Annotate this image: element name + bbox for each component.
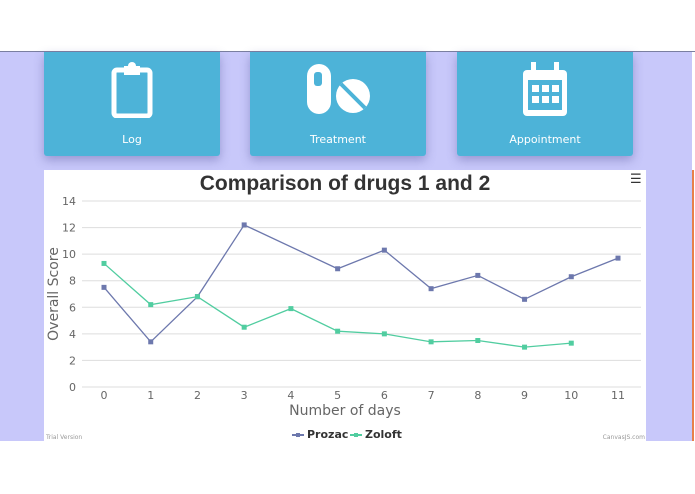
appointment-card[interactable]: Appointment [457,52,633,156]
data-point-zoloft [381,331,387,337]
legend-label: Prozac [307,428,348,441]
x-tick-label: 6 [381,389,388,402]
data-point-zoloft [241,324,247,330]
data-point-prozac [148,339,154,345]
legend-label: Zoloft [365,428,402,441]
header-divider [0,51,695,52]
x-tick-label: 9 [521,389,528,402]
legend-marker [354,433,358,437]
pills-icon [307,64,370,114]
treatment-label: Treatment [310,133,366,146]
data-point-zoloft [148,302,154,308]
data-point-zoloft [568,340,574,346]
x-tick-label: 8 [474,389,481,402]
data-point-zoloft [428,339,434,345]
log-card[interactable]: Log [44,52,220,156]
data-point-zoloft [335,328,341,334]
appointment-label: Appointment [509,133,581,146]
x-tick-label: 1 [147,389,154,402]
trial-watermark: Trial Version [45,434,82,441]
x-tick-label: 4 [287,389,294,402]
y-axis-title: Overall Score [46,247,62,341]
data-point-prozac [475,272,481,278]
log-label: Log [122,133,142,146]
data-point-prozac [101,284,107,290]
y-tick-label: 14 [62,195,76,208]
series-line-prozac [103,224,619,343]
y-tick-label: 12 [62,222,76,235]
clipboard-icon [111,62,153,118]
y-tick-label: 8 [69,275,76,288]
chart-container: Comparison of drugs 1 and 2 0 2 4 6 8 10 12 14 0 1… [44,170,646,441]
x-axis-title: Number of days [289,403,401,419]
data-point-zoloft [288,306,294,312]
chart-title: Comparison of drugs 1 and 2 [200,172,491,195]
data-point-zoloft [101,260,107,266]
treatment-card[interactable]: Treatment [250,52,426,156]
legend-marker [296,433,300,437]
y-tick-label: 2 [69,354,76,367]
data-point-zoloft [194,294,200,300]
x-tick-label: 0 [101,389,108,402]
y-tick-label: 4 [69,328,76,341]
data-point-prozac [428,286,434,292]
x-tick-label: 2 [194,389,201,402]
scrollbar-accent [692,170,694,441]
x-tick-label: 10 [564,389,578,402]
calendar-icon [523,62,567,116]
data-point-prozac [568,274,574,280]
series-line-zoloft [103,262,572,348]
x-tick-label: 5 [334,389,341,402]
x-tick-label: 3 [241,389,248,402]
y-tick-label: 6 [69,301,76,314]
data-point-prozac [381,247,387,253]
x-tick-label: 7 [428,389,435,402]
data-point-prozac [241,222,247,228]
data-point-zoloft [522,344,528,350]
data-point-prozac [615,255,621,261]
data-point-prozac [335,266,341,272]
y-tick-label: 10 [62,248,76,261]
x-tick-label: 11 [611,389,625,402]
canvasjs-watermark: CanvasJS.com [603,434,645,441]
hamburger-icon[interactable]: ☰ [630,172,642,187]
y-tick-label: 0 [69,381,76,394]
data-point-prozac [522,296,528,302]
data-point-zoloft [475,338,481,343]
